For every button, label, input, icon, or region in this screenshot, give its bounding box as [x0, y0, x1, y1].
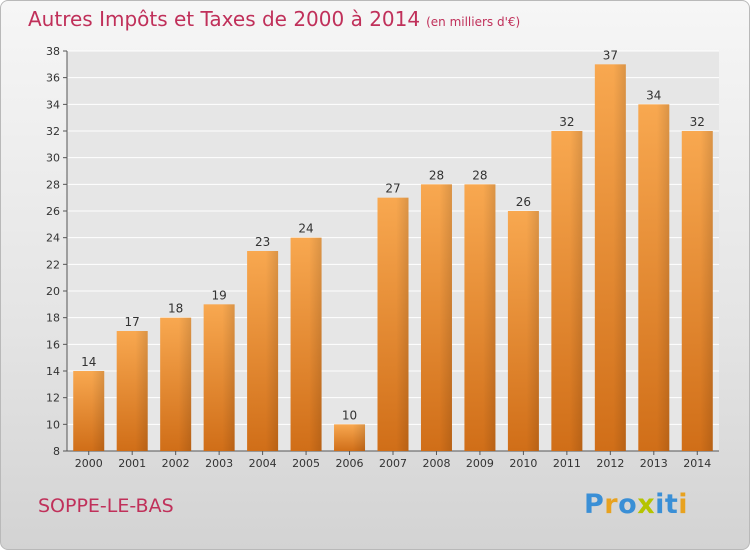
chart-title-text: Autres Impôts et Taxes de 2000 à 2014	[28, 7, 421, 31]
x-tick-label: 2006	[336, 457, 364, 470]
bar-value-label: 24	[298, 222, 313, 236]
y-tick-label: 8	[53, 445, 60, 458]
logo-letter: i	[678, 489, 689, 520]
x-tick-label: 2000	[75, 457, 103, 470]
bar-shade	[613, 64, 626, 452]
bar-value-label: 18	[168, 302, 183, 316]
bar-value-label: 23	[255, 235, 270, 249]
y-tick-label: 12	[46, 392, 60, 405]
y-tick-label: 30	[46, 152, 60, 165]
bar-value-label: 28	[472, 168, 487, 182]
logo-letter: t	[664, 489, 679, 520]
bar-value-label: 34	[646, 88, 661, 102]
bar-value-label: 26	[516, 195, 531, 209]
x-tick-label: 2009	[466, 457, 494, 470]
bar-value-label: 32	[559, 115, 574, 129]
logo-letter: P	[584, 489, 605, 520]
bar-shade	[526, 211, 539, 451]
y-tick-label: 32	[46, 125, 60, 138]
bar-shade	[135, 331, 148, 451]
x-tick-label: 2012	[596, 457, 624, 470]
y-tick-label: 28	[46, 178, 60, 191]
bar-shade	[178, 317, 192, 451]
y-tick-label: 20	[46, 285, 60, 298]
x-tick-label: 2007	[379, 457, 407, 470]
x-tick-label: 2013	[640, 457, 668, 470]
bar-shade	[396, 197, 409, 451]
bar-shade	[91, 371, 105, 451]
bar-shade	[309, 237, 322, 451]
y-tick-label: 18	[46, 312, 60, 325]
logo-letter: x	[637, 489, 656, 520]
y-tick-label: 10	[46, 418, 60, 431]
bar-value-label: 37	[603, 48, 618, 62]
y-tick-label: 36	[46, 72, 60, 85]
bar-value-label: 32	[690, 115, 705, 129]
place-name: SOPPE-LE-BAS	[38, 495, 174, 517]
bar-shade	[569, 131, 583, 451]
bar-shade	[265, 251, 279, 451]
x-tick-label: 2004	[249, 457, 277, 470]
x-tick-label: 2011	[553, 457, 581, 470]
x-tick-label: 2003	[205, 457, 233, 470]
x-tick-label: 2010	[509, 457, 537, 470]
bar-value-label: 27	[385, 182, 400, 196]
bar-shade	[656, 104, 670, 451]
y-tick-label: 14	[46, 365, 60, 378]
bar-value-label: 19	[211, 288, 226, 302]
y-tick-label: 24	[46, 232, 60, 245]
logo-letter: i	[655, 489, 665, 520]
bar-shade	[352, 424, 366, 451]
x-tick-label: 2008	[422, 457, 450, 470]
y-tick-label: 38	[46, 45, 60, 58]
logo-letter: r	[604, 489, 619, 520]
bar-shade	[700, 131, 713, 451]
y-tick-label: 22	[46, 258, 60, 271]
x-tick-label: 2005	[292, 457, 320, 470]
y-tick-label: 16	[46, 338, 60, 351]
proxiti-logo: Proxiti	[584, 489, 688, 520]
chart-title: Autres Impôts et Taxes de 2000 à 2014 (en…	[28, 7, 520, 31]
y-tick-label: 34	[46, 98, 60, 111]
bar-shade	[483, 184, 496, 452]
bar-shade	[222, 304, 235, 451]
bar-value-label: 28	[429, 168, 444, 182]
bar-value-label: 14	[81, 355, 96, 369]
bar-value-label: 10	[342, 408, 357, 422]
chart-unit-note: (en milliers d'€)	[426, 15, 521, 29]
bar-value-label: 17	[125, 315, 140, 329]
logo-letter: o	[618, 489, 638, 520]
x-tick-label: 2002	[162, 457, 190, 470]
x-tick-label: 2001	[118, 457, 146, 470]
y-tick-label: 26	[46, 205, 60, 218]
x-tick-label: 2014	[683, 457, 711, 470]
bar-shade	[439, 184, 452, 452]
